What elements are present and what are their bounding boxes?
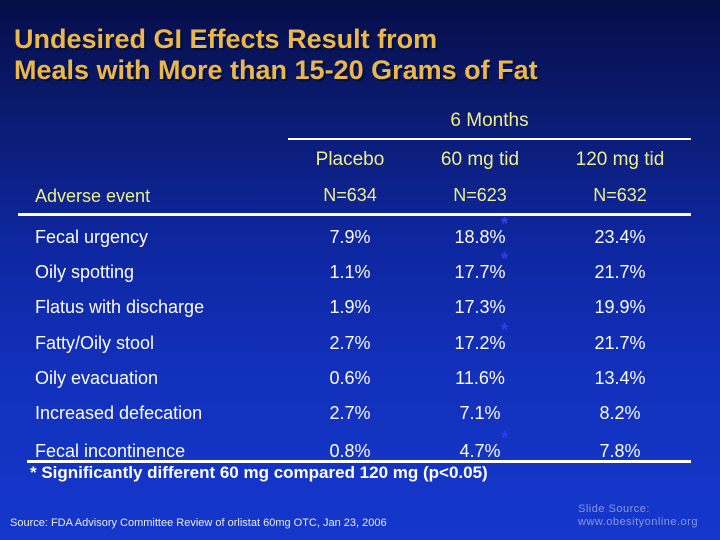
cell-value: 7.8% <box>599 441 641 461</box>
slide-title-line2: Meals with More than 15-20 Grams of Fat <box>14 55 538 85</box>
cell-value: 8.2% <box>599 403 641 423</box>
cell-value: 18.8% * <box>454 214 509 247</box>
rule-under-group-header <box>288 138 691 140</box>
row-label: Oily evacuation <box>35 368 159 388</box>
n-value-placebo: N=634 <box>323 185 377 205</box>
cell-value: 17.7% * <box>454 249 509 282</box>
table-row: Fecal urgency 7.9% 18.8% * 23.4% <box>0 214 720 249</box>
table-row: Oily evacuation 0.6% 11.6% 13.4% <box>0 368 720 390</box>
significance-asterisk: * <box>501 249 509 269</box>
cell-value: 21.7% <box>594 262 646 282</box>
significance-footnote: * Significantly different 60 mg compared… <box>30 463 488 482</box>
cell-value: 0.8% <box>329 441 371 461</box>
rule-table-bottom <box>27 460 691 463</box>
rule-under-column-headers <box>18 213 691 216</box>
column-header-placebo: Placebo <box>315 149 385 170</box>
row-label: Fecal urgency <box>35 227 149 247</box>
cell-value: 13.4% <box>594 368 646 388</box>
significance-asterisk: * <box>501 428 509 448</box>
n-value-120mg: N=632 <box>593 185 647 205</box>
table-row: Fatty/Oily stool 2.7% 17.2% * 21.7% <box>0 320 720 355</box>
slide-title-line1: Undesired GI Effects Result from <box>14 24 438 54</box>
slide-source-url: www.obesityonline.org <box>578 516 698 528</box>
row-label: Flatus with discharge <box>35 297 205 317</box>
n-value-60mg: N=623 <box>453 185 507 205</box>
column-header-60mg: 60 mg tid <box>440 149 520 170</box>
cell-value: 0.6% <box>329 368 371 388</box>
table-group-header: 6 Months <box>450 110 529 131</box>
cell-value: 17.2% * <box>454 320 509 353</box>
significance-asterisk: * <box>501 320 509 340</box>
column-header-120mg: 120 mg tid <box>575 149 665 170</box>
cell-value: 19.9% <box>594 297 646 317</box>
cell-value: 4.7% * <box>459 428 509 461</box>
slide-source-label: Slide Source: <box>578 503 650 515</box>
cell-value: 1.9% <box>329 297 371 317</box>
row-label: Oily spotting <box>35 262 135 282</box>
cell-value: 1.1% <box>329 262 371 282</box>
cell-value: 7.1% <box>459 403 501 423</box>
cell-value: 7.9% <box>329 227 371 247</box>
table-row: Increased defecation 2.7% 7.1% 8.2% <box>0 403 720 425</box>
cell-value: 11.6% <box>455 368 505 388</box>
row-label: Fecal incontinence <box>35 441 186 461</box>
slide-source-caption: Slide Source: www.obesityonline.org <box>578 503 698 529</box>
slide-title: Undesired GI Effects Result from Meals w… <box>14 24 538 86</box>
table-row: Flatus with discharge 1.9% 17.3% 19.9% <box>0 297 720 319</box>
cell-value: 17.3% <box>454 297 506 317</box>
row-header-label: Adverse event <box>35 186 151 206</box>
significance-asterisk: * <box>501 214 509 234</box>
row-label: Fatty/Oily stool <box>35 333 155 353</box>
cell-value: 23.4% <box>594 227 646 247</box>
cell-value: 2.7% <box>329 333 371 353</box>
source-caption: Source: FDA Advisory Committee Review of… <box>10 517 387 529</box>
cell-value: 2.7% <box>329 403 371 423</box>
table-row: Fecal incontinence 0.8% 4.7% * 7.8% <box>0 428 720 463</box>
row-label: Increased defecation <box>35 403 203 423</box>
cell-value: 21.7% <box>594 333 646 353</box>
table-row: Oily spotting 1.1% 17.7% * 21.7% <box>0 249 720 284</box>
